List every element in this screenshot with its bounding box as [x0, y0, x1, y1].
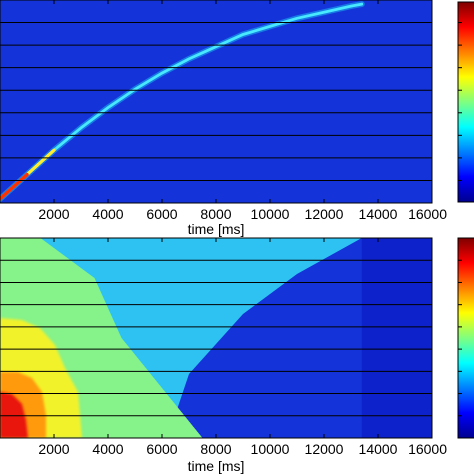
bottom-panel: 2000 4000 6000 8000 10000 12000 14000 16000 tim…: [0, 237, 474, 474]
top-tick-label: 14000: [359, 206, 398, 222]
bottom-colorbar: [457, 237, 474, 439]
top-ridge-group: [0, 1, 365, 202]
top-gridlines: [0, 22, 432, 181]
top-x-ticks: 2000 4000 6000 8000 10000 12000 14000 16000: [38, 0, 447, 222]
top-colorbar-fill: [457, 1, 474, 203]
bot-tick-label: 8000: [200, 441, 231, 457]
bottom-hot-zone: [0, 318, 82, 438]
bottom-colorbar-ticks: [458, 259, 462, 417]
top-plot-background: [0, 0, 432, 203]
bot-tick-label: 14000: [359, 441, 398, 457]
ridge-peak: [0, 172, 29, 201]
bottom-colorbar-fill: [457, 237, 474, 439]
bot-tick-label: 2000: [38, 441, 69, 457]
top-tick-label: 12000: [305, 206, 344, 222]
bot-tick-label: 6000: [146, 441, 177, 457]
bot-tick-label: 10000: [251, 441, 290, 457]
bottom-gridlines: [0, 259, 432, 417]
top-tick-label: 8000: [200, 206, 231, 222]
bot-tick-label: 12000: [305, 441, 344, 457]
top-panel: 2000 4000 6000 8000 10000 12000 14000 16000 tim…: [0, 0, 474, 237]
top-colorbar: [457, 1, 474, 203]
bottom-region-red: [0, 392, 28, 438]
ridge-core: [0, 2, 364, 201]
top-tick-label: 4000: [92, 206, 123, 222]
top-x-axis-label: time [ms]: [188, 221, 245, 237]
bottom-x-ticks: 2000 4000 6000 8000 10000 12000 14000 16000: [38, 238, 447, 457]
bot-tick-label: 4000: [92, 441, 123, 457]
top-colorbar-ticks: [458, 22, 462, 181]
top-tick-label: 16000: [408, 206, 447, 222]
top-tick-label: 2000: [38, 206, 69, 222]
bot-tick-label: 16000: [408, 441, 447, 457]
bottom-x-axis-label: time [ms]: [188, 458, 245, 474]
top-tick-label: 6000: [146, 206, 177, 222]
bottom-region-dark-end: [361, 238, 432, 438]
top-tick-label: 10000: [251, 206, 290, 222]
